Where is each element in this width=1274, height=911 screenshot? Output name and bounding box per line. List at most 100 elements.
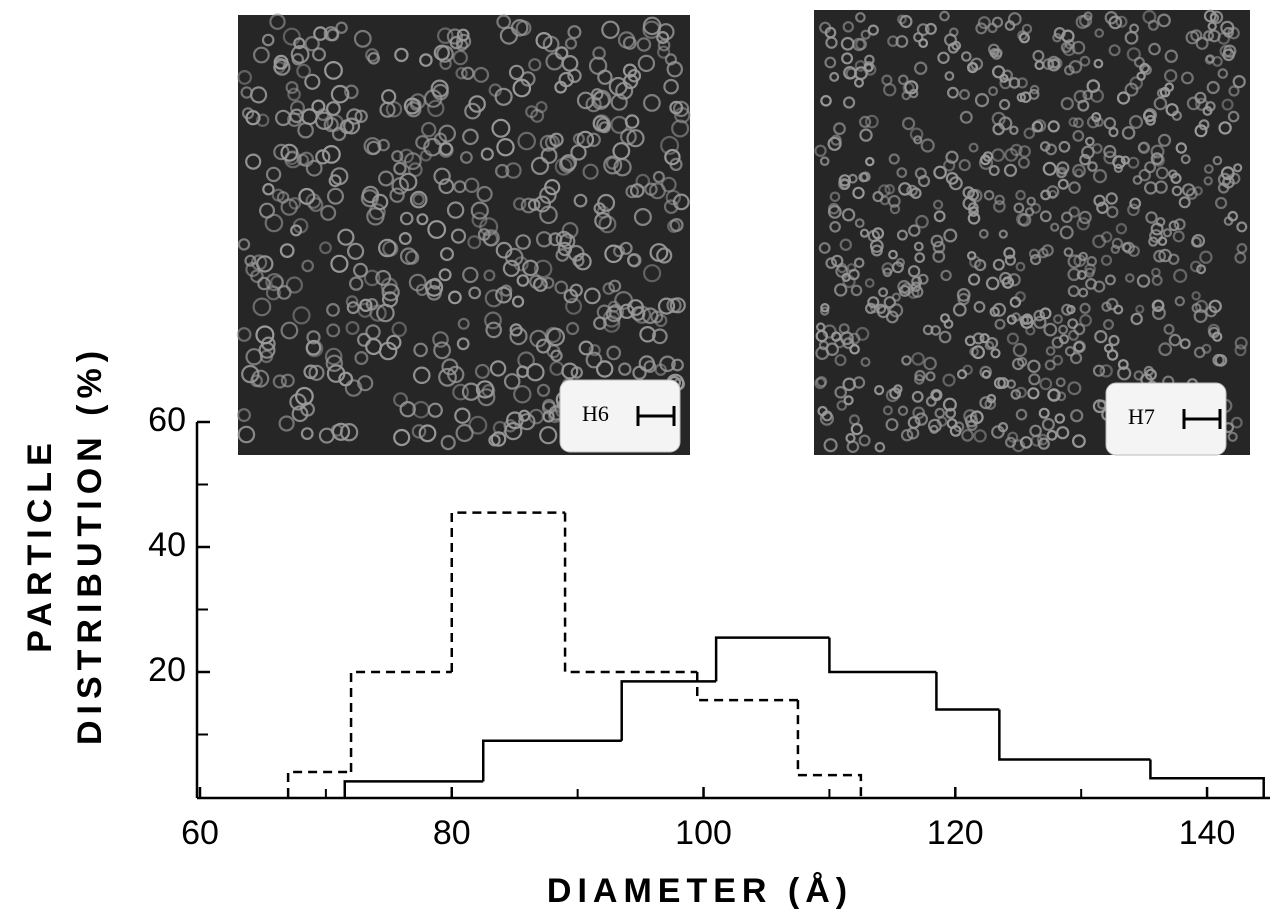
particle — [1148, 236, 1159, 247]
particle — [1087, 161, 1098, 172]
particle — [1047, 120, 1060, 133]
particle — [842, 96, 856, 109]
particle — [1043, 322, 1058, 337]
particle — [237, 238, 251, 251]
histogram-step — [796, 700, 863, 797]
particle — [596, 360, 614, 378]
particle — [1145, 211, 1158, 224]
particle — [399, 211, 414, 226]
particle — [978, 155, 994, 170]
particle — [337, 228, 355, 246]
particle — [608, 76, 628, 96]
particle — [852, 376, 866, 389]
particle — [261, 33, 275, 47]
particle — [933, 165, 947, 180]
particle — [1073, 341, 1085, 353]
particle — [1081, 145, 1095, 160]
particle — [1085, 136, 1095, 147]
particle — [1006, 332, 1020, 345]
histogram-step — [481, 739, 622, 782]
particle — [643, 93, 661, 112]
particle — [449, 35, 463, 50]
particle — [1047, 58, 1061, 72]
particle — [542, 410, 555, 423]
particle — [633, 208, 652, 227]
particle — [850, 284, 863, 297]
particle — [598, 121, 611, 134]
particle — [565, 297, 583, 315]
particle — [257, 276, 271, 291]
particle — [836, 262, 848, 274]
particle — [1234, 336, 1248, 350]
particle — [897, 279, 911, 294]
particle — [241, 107, 255, 120]
particle — [951, 40, 962, 51]
particle — [1198, 119, 1210, 131]
particle — [908, 224, 921, 237]
particle — [1092, 169, 1108, 184]
particle — [1016, 92, 1027, 103]
particle — [393, 161, 407, 176]
particle — [994, 318, 1006, 330]
particle — [1157, 133, 1172, 147]
particle — [865, 156, 875, 167]
particle — [236, 327, 252, 342]
particle — [585, 351, 603, 369]
particle — [1172, 230, 1185, 243]
particle — [326, 303, 340, 317]
particle — [1180, 154, 1191, 165]
particle — [1067, 329, 1079, 341]
particle — [505, 162, 522, 179]
particle — [848, 268, 860, 281]
particle — [1105, 192, 1118, 205]
particle — [889, 387, 902, 400]
particle — [913, 374, 925, 385]
particle — [1127, 156, 1140, 169]
particle — [490, 431, 507, 447]
particle — [958, 88, 970, 100]
particle — [1143, 365, 1155, 377]
particle — [839, 178, 851, 190]
particle — [305, 339, 324, 358]
particle — [970, 57, 984, 71]
particle — [932, 199, 944, 210]
particle — [858, 115, 872, 129]
particle — [278, 415, 295, 432]
particle — [964, 335, 976, 347]
particle — [1158, 342, 1173, 357]
particle — [412, 366, 431, 385]
particle — [829, 71, 840, 82]
particle — [1079, 314, 1092, 327]
particle — [897, 14, 907, 25]
particle — [446, 201, 465, 219]
particle — [536, 383, 551, 397]
particle — [602, 309, 621, 328]
particle — [896, 167, 908, 179]
particle — [1009, 125, 1019, 136]
particle — [924, 22, 937, 35]
particle — [834, 283, 848, 297]
particle — [940, 269, 952, 282]
particle — [911, 390, 924, 403]
particle — [1103, 150, 1117, 165]
particle — [918, 38, 929, 48]
particle — [619, 241, 633, 255]
particle — [943, 159, 956, 172]
particle — [322, 144, 341, 164]
particle — [359, 298, 373, 312]
particle — [1083, 11, 1093, 21]
particle — [841, 52, 854, 65]
particle — [483, 269, 496, 282]
particle — [399, 247, 418, 266]
particle — [1054, 413, 1066, 424]
particle — [399, 148, 415, 164]
particle — [642, 264, 662, 283]
particle — [330, 167, 349, 186]
particle — [564, 37, 578, 50]
particle — [476, 185, 493, 203]
particle — [990, 348, 1001, 359]
particle — [1203, 164, 1214, 174]
particle — [899, 14, 913, 29]
particle — [1203, 30, 1214, 42]
particle — [1117, 359, 1129, 370]
